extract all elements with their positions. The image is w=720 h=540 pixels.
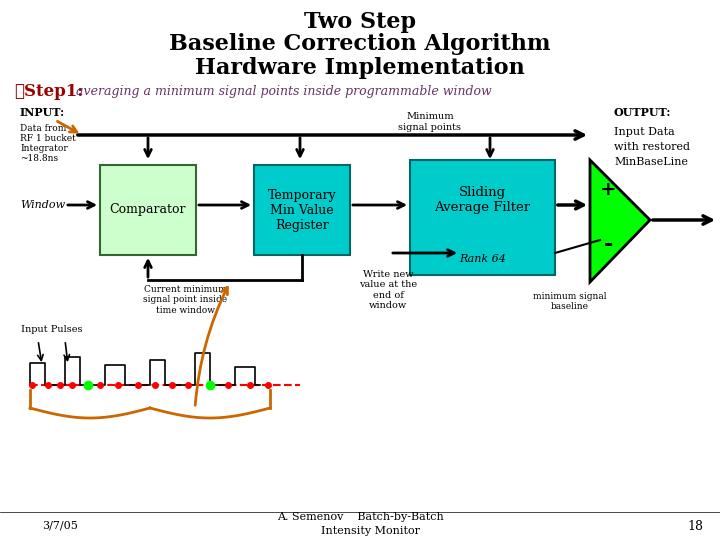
Text: minimum signal
baseline: minimum signal baseline — [534, 292, 607, 312]
Text: 18: 18 — [687, 519, 703, 532]
Text: Current minimum
signal point inside
time window: Current minimum signal point inside time… — [143, 285, 227, 315]
Text: Window: Window — [20, 200, 65, 210]
Text: +: + — [600, 181, 616, 199]
Text: Two Step: Two Step — [304, 11, 416, 33]
Text: Input Data
with restored
MinBaseLine: Input Data with restored MinBaseLine — [614, 127, 690, 167]
Text: Temporary
Min Value
Register: Temporary Min Value Register — [268, 188, 336, 232]
Text: 3/7/05: 3/7/05 — [42, 521, 78, 531]
Polygon shape — [590, 160, 650, 282]
Text: Data from: Data from — [20, 124, 66, 133]
Text: Minimum
signal points: Minimum signal points — [398, 112, 462, 132]
Text: RF 1 bucket: RF 1 bucket — [20, 134, 76, 143]
Text: Sliding
Average Filter: Sliding Average Filter — [434, 186, 531, 214]
Text: -: - — [603, 234, 613, 256]
Text: Input Pulses: Input Pulses — [22, 326, 83, 334]
FancyBboxPatch shape — [410, 160, 555, 275]
Text: A. Semenov    Batch-by-Batch
      Intensity Monitor: A. Semenov Batch-by-Batch Intensity Moni… — [276, 512, 444, 536]
Text: Integrator: Integrator — [20, 144, 68, 153]
Text: ✓Step1:: ✓Step1: — [14, 84, 84, 100]
Text: averaging a minimum signal points inside programmable window: averaging a minimum signal points inside… — [72, 85, 492, 98]
Text: INPUT:: INPUT: — [20, 106, 65, 118]
Text: ~18.8ns: ~18.8ns — [20, 154, 58, 163]
Text: Comparator: Comparator — [109, 204, 186, 217]
Text: OUTPUT:: OUTPUT: — [614, 106, 671, 118]
Text: Rank 64: Rank 64 — [459, 254, 506, 264]
Text: Write new
value at the
end of
window: Write new value at the end of window — [359, 270, 417, 310]
Text: Baseline Correction Algorithm: Baseline Correction Algorithm — [169, 33, 551, 55]
Text: Hardware Implementation: Hardware Implementation — [195, 57, 525, 79]
FancyBboxPatch shape — [254, 165, 350, 255]
FancyBboxPatch shape — [100, 165, 196, 255]
